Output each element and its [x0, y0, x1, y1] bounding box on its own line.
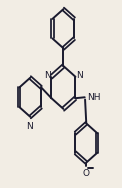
Text: N: N — [44, 71, 51, 80]
Text: NH: NH — [87, 93, 100, 102]
Text: N: N — [26, 121, 32, 130]
Text: O: O — [83, 169, 90, 178]
Text: N: N — [76, 71, 82, 80]
